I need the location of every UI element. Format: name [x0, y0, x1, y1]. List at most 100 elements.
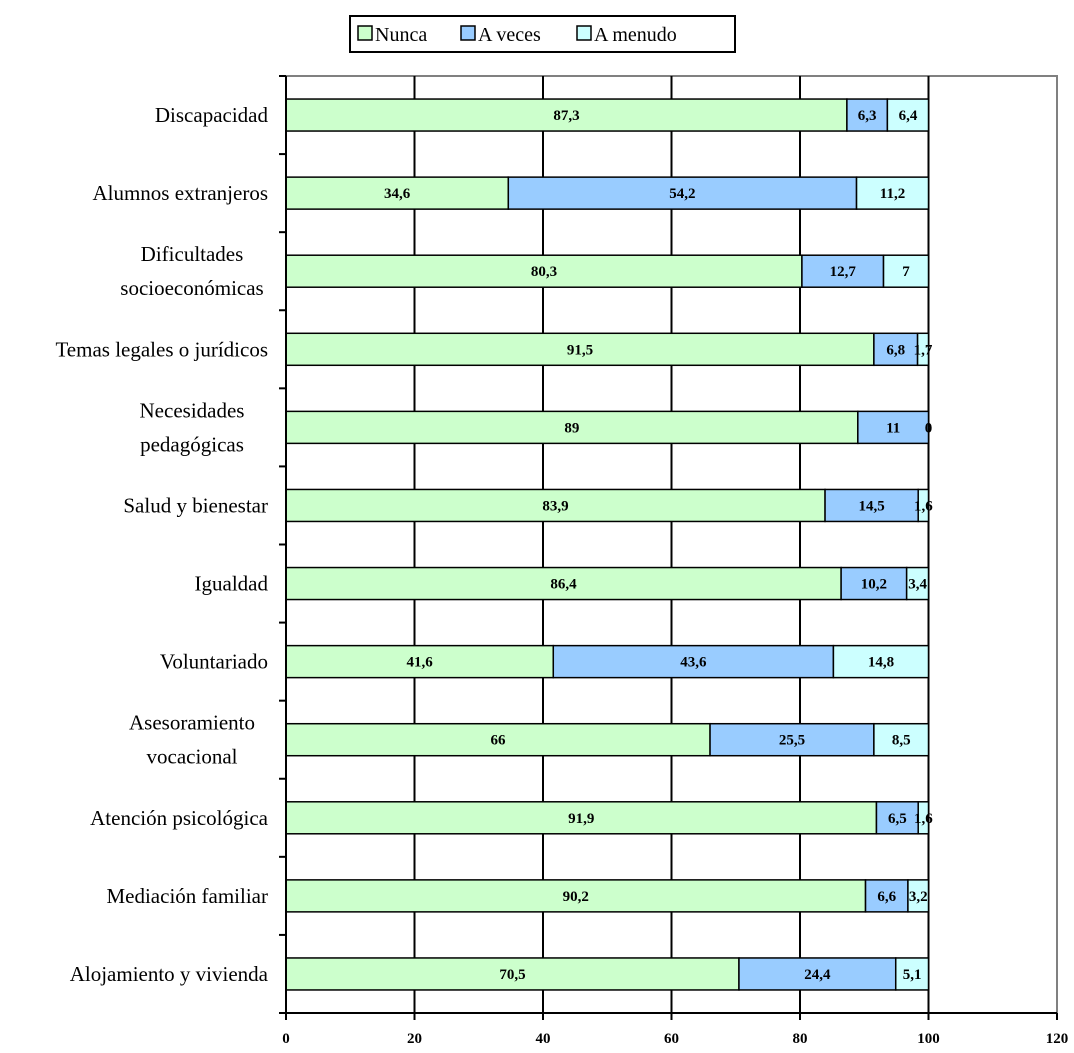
data-label: 11 [886, 420, 900, 436]
category-labels: Discapacidad Alumnos extranjeros Dificulta… [55, 103, 268, 986]
data-label: 6,8 [886, 342, 905, 358]
data-label: 24,4 [804, 967, 831, 983]
bar-a-menudo-2 [882, 254, 930, 288]
legend-box [349, 15, 736, 53]
legend-entry: Nunca [375, 24, 427, 46]
x-tick-label: 100 [917, 1031, 940, 1047]
category-label: Voluntariado [160, 650, 268, 674]
data-label: 5,1 [903, 967, 922, 983]
data-label: 54,2 [669, 186, 695, 202]
data-label: 6,6 [877, 889, 896, 905]
x-tick-label: 60 [664, 1031, 679, 1047]
category-label: Salud y bienestar [123, 493, 268, 517]
bar-a-menudo-9 [917, 801, 930, 835]
bar-nunca-6 [285, 566, 842, 601]
x-tick-label: 20 [407, 1031, 422, 1047]
data-label: 80,3 [531, 264, 557, 280]
x-tick-label: 120 [1046, 1031, 1069, 1047]
data-label: 11,2 [880, 186, 905, 202]
data-label: 8,5 [892, 733, 911, 749]
legend-swatch [460, 25, 476, 41]
bar-a-menudo-1 [855, 176, 930, 210]
data-label: 6,5 [888, 811, 907, 827]
data-label: 3,2 [909, 889, 928, 905]
data-label: 6,3 [858, 108, 877, 124]
tick-labels: 0 20 40 60 80 100 120 [282, 1031, 1068, 1047]
data-label: 89 [564, 420, 579, 436]
bar-a-menudo-8 [873, 722, 930, 757]
data-label: 7 [902, 264, 910, 280]
data-label: 66 [491, 733, 507, 749]
data-label: 1,7 [914, 342, 933, 358]
data-label: 1,6 [914, 498, 933, 514]
legend: Nunca A veces A menudo [349, 15, 736, 53]
data-label: 41,6 [407, 655, 434, 671]
data-label: 1,6 [914, 811, 933, 827]
data-label: 91,5 [567, 342, 593, 358]
bar-a-menudo-7 [832, 644, 930, 679]
category-label: Asesoramiento vocacional [129, 711, 255, 769]
bar-a-veces-5 [824, 488, 919, 523]
bar-nunca-9 [285, 801, 878, 835]
data-label: 86,4 [550, 577, 577, 593]
data-label: 43,6 [680, 655, 707, 671]
bar-nunca-3 [285, 332, 875, 367]
bar-a-veces-2 [801, 254, 885, 288]
category-label: Alumnos extranjeros [92, 181, 268, 205]
data-label: 10,2 [861, 577, 887, 593]
data-label: 87,3 [553, 108, 579, 124]
data-label: 0 [925, 420, 933, 436]
data-label: 90,2 [563, 889, 589, 905]
category-label: Igualdad [195, 572, 269, 596]
category-label: Alojamiento y vivienda [70, 962, 269, 986]
data-label: 12,7 [830, 264, 857, 280]
bar-a-veces-4 [857, 410, 930, 445]
bar-a-menudo-5 [917, 488, 930, 523]
bar-a-menudo-0 [886, 98, 930, 132]
data-label: 14,5 [859, 498, 885, 514]
data-label: 6,4 [899, 108, 918, 124]
bar-nunca-5 [285, 488, 826, 523]
axes [279, 75, 1058, 1020]
bar-a-menudo-3 [916, 332, 930, 367]
x-tick-label: 40 [536, 1031, 551, 1047]
bar-a-menudo-11 [894, 957, 930, 991]
bar-a-veces-7 [552, 644, 835, 679]
x-tick-label: 0 [282, 1031, 290, 1047]
bar-a-veces-0 [846, 98, 889, 132]
bar-nunca-4 [285, 410, 859, 445]
bar-nunca-7 [285, 644, 555, 679]
category-label: Discapacidad [155, 103, 269, 127]
category-label: Necesidades pedagógicas [140, 398, 245, 456]
legend-entry: A menudo [594, 24, 677, 46]
bar-a-veces-10 [864, 879, 909, 913]
data-label: 83,9 [542, 498, 568, 514]
bar-a-veces-8 [709, 722, 875, 757]
bar-a-veces-9 [875, 801, 919, 835]
bar-nunca-10 [285, 879, 867, 913]
bar-a-menudo-6 [905, 566, 930, 601]
legend-swatch [357, 25, 373, 41]
category-label: Mediación familiar [106, 884, 268, 908]
bars: 87,3 6,3 6,4 34,6 54,2 11,2 80,3 12,7 7 91,5 6,8 1,… [285, 98, 933, 991]
gridlines [413, 76, 930, 1013]
bar-nunca-2 [285, 254, 803, 288]
bar-a-veces-11 [738, 957, 897, 991]
x-tick-label: 80 [793, 1031, 808, 1047]
bar-a-veces-6 [840, 566, 908, 601]
legend-entry: A veces [478, 24, 541, 46]
bar-nunca-8 [285, 722, 711, 757]
bar-a-menudo-10 [907, 879, 930, 913]
data-label: 34,6 [384, 186, 411, 202]
data-label: 25,5 [779, 733, 805, 749]
bar-a-veces-1 [507, 176, 858, 210]
category-label: Atención psicológica [90, 806, 269, 830]
legend-swatch [576, 25, 592, 41]
bar-nunca-1 [285, 176, 510, 210]
data-label: 91,9 [568, 811, 594, 827]
category-label: Dificultades socioeconómicas [120, 242, 263, 300]
data-label: 14,8 [868, 655, 894, 671]
data-label: 70,5 [499, 967, 525, 983]
category-label: Temas legales o jurídicos [55, 337, 268, 361]
